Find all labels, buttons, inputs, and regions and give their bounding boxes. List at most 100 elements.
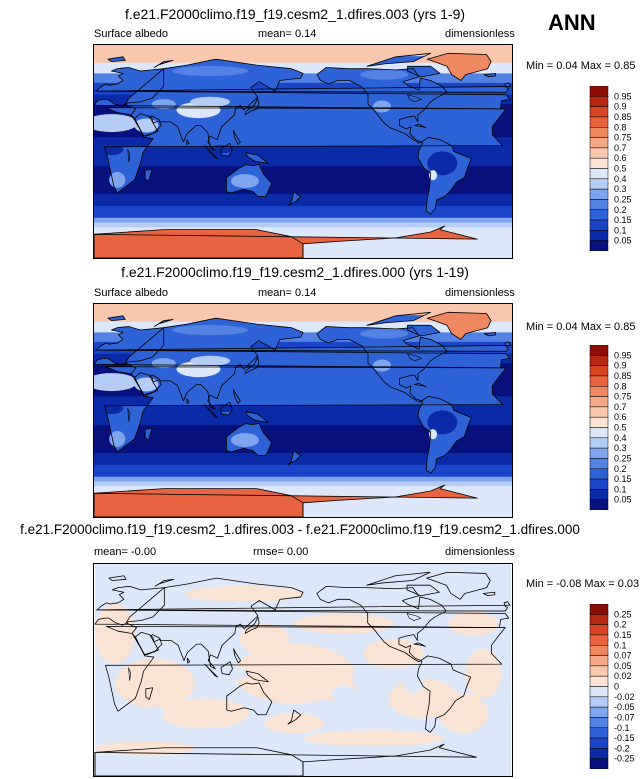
colorbar-tick-label: 0.2 <box>614 464 627 474</box>
colorbar-swatch <box>589 230 609 241</box>
colorbar-swatch <box>589 489 609 500</box>
colorbar-tick-label: 0.15 <box>614 630 632 640</box>
colorbar-tick-label: 0.1 <box>614 484 627 494</box>
colorbar-swatch <box>589 375 609 387</box>
colorbar-tick-label: 0.75 <box>614 392 632 402</box>
colorbar-swatch <box>589 199 609 210</box>
colorbar: 0.95 0.9 0.85 0.8 0.75 0.7 0.6 0.5 0.4 0.3 0.25 0.2… <box>588 344 644 515</box>
colorbar-tick-label: 0.85 <box>614 371 632 381</box>
colorbar-tick-label: 0.8 <box>614 381 627 391</box>
map-surface <box>94 45 512 258</box>
colorbar-swatch <box>589 427 609 439</box>
colorbar-swatch <box>589 447 609 459</box>
colorbar-tick-label: 0 <box>614 682 619 692</box>
panel-title: f.e21.F2000climo.f19_f19.cesm2_1.dfires.… <box>121 264 469 280</box>
colorbar-swatch <box>589 624 609 636</box>
panel-min: Min = 0.04 <box>526 321 578 333</box>
colorbar-swatch <box>589 686 609 698</box>
colorbar-tick-label: -0.2 <box>614 743 630 753</box>
panel-units: dimensionless <box>445 287 515 299</box>
colorbar-tick-label: 0.2 <box>614 620 627 630</box>
colorbar-tick-label: -0.25 <box>614 754 635 764</box>
colorbar-swatch <box>589 188 609 200</box>
colorbar-swatch <box>589 85 609 97</box>
colorbar-tick-label: -0.05 <box>614 702 635 712</box>
colorbar-swatch <box>589 240 609 252</box>
colorbar-tick-label: 0.07 <box>614 651 632 661</box>
colorbar-tick-label: 0.25 <box>614 453 632 463</box>
colorbar-tick-label: 0.15 <box>614 474 632 484</box>
colorbar-tick-label: 0.25 <box>614 609 632 619</box>
colorbar-tick-label: 0.5 <box>614 164 627 174</box>
colorbar: 0.95 0.9 0.85 0.8 0.75 0.7 0.6 0.5 0.4 0.3 0.25 0.2… <box>588 85 644 256</box>
panel-units: dimensionless <box>445 28 515 40</box>
colorbar: 0.25 0.2 0.15 0.1 0.07 0.05 0.02 0 -0.02 -0.05 -0.… <box>588 603 644 774</box>
colorbar-swatch <box>589 178 609 190</box>
colorbar-tick-label: 0.9 <box>614 102 627 112</box>
colorbar-tick-label: 0.9 <box>614 361 627 371</box>
colorbar-swatch <box>589 655 609 667</box>
colorbar-swatch <box>589 157 609 169</box>
map-surface <box>94 304 512 517</box>
panel-max: Max = 0.03 <box>584 578 640 590</box>
colorbar-swatch <box>589 96 609 107</box>
colorbar-swatch <box>589 106 609 118</box>
colorbar-swatch <box>589 406 609 418</box>
colorbar-swatch <box>589 209 609 221</box>
colorbar-swatch <box>589 168 609 180</box>
colorbar-tick-label: 0.7 <box>614 143 627 153</box>
colorbar-swatch <box>589 645 609 656</box>
colorbar-tick-label: 0.95 <box>614 350 632 360</box>
colorbar-swatch <box>589 365 609 377</box>
colorbar-swatch <box>589 614 609 625</box>
colorbar-swatch <box>589 147 609 159</box>
panel-mean: mean= 0.14 <box>258 28 317 40</box>
panel-mean: mean= -0.00 <box>94 546 157 558</box>
colorbar-tick-label: 0.6 <box>614 412 627 422</box>
colorbar-tick-label: 0.7 <box>614 402 627 412</box>
panel-mean: mean= 0.14 <box>258 287 317 299</box>
panel-title: f.e21.F2000climo.f19_f19.cesm2_1.dfires.… <box>20 522 580 537</box>
colorbar-swatch <box>589 499 609 511</box>
panel-variable: Surface albedo <box>94 287 168 299</box>
colorbar-tick-label: 0.05 <box>614 495 632 505</box>
colorbar-tick-label: 0.15 <box>614 215 632 225</box>
panel-rmse: rmse= 0.00 <box>253 546 309 558</box>
colorbar-swatch <box>589 219 609 231</box>
colorbar-swatch <box>589 137 609 149</box>
colorbar-tick-label: -0.02 <box>614 692 635 702</box>
map-panel <box>93 563 513 777</box>
colorbar-swatch <box>589 706 609 718</box>
colorbar-swatch <box>589 416 609 428</box>
colorbar-swatch <box>589 665 609 677</box>
colorbar-tick-label: 0.25 <box>614 194 632 204</box>
colorbar-swatch <box>589 478 609 490</box>
colorbar-swatch <box>589 603 609 615</box>
colorbar-swatch <box>589 717 609 728</box>
colorbar-swatch <box>589 675 609 687</box>
colorbar-swatch <box>589 458 609 469</box>
colorbar-swatch <box>589 727 609 739</box>
panel-units: dimensionless <box>445 546 515 558</box>
colorbar-swatch <box>589 116 609 128</box>
colorbar-tick-label: 0.05 <box>614 236 632 246</box>
panel-min: Min = 0.04 <box>526 60 578 72</box>
colorbar-tick-label: -0.15 <box>614 733 635 743</box>
panel-title: f.e21.F2000climo.f19_f19.cesm2_1.dfires.… <box>124 6 466 22</box>
panel-variable: Surface albedo <box>94 28 168 40</box>
colorbar-swatch <box>589 748 609 759</box>
colorbar-swatch <box>589 355 609 366</box>
colorbar-tick-label: 0.4 <box>614 174 627 184</box>
colorbar-swatch <box>589 437 609 449</box>
panel-min: Min = -0.08 <box>526 578 582 590</box>
colorbar-tick-label: 0.3 <box>614 443 627 453</box>
colorbar-tick-label: -0.1 <box>614 723 630 733</box>
colorbar-tick-label: 0.2 <box>614 205 627 215</box>
colorbar-swatch <box>589 737 609 749</box>
colorbar-tick-label: 0.05 <box>614 661 632 671</box>
colorbar-swatch <box>589 696 609 708</box>
panel-max: Max = 0.85 <box>580 60 636 72</box>
colorbar-tick-label: 0.95 <box>614 91 632 101</box>
colorbar-swatch <box>589 344 609 356</box>
colorbar-swatch <box>589 127 609 138</box>
